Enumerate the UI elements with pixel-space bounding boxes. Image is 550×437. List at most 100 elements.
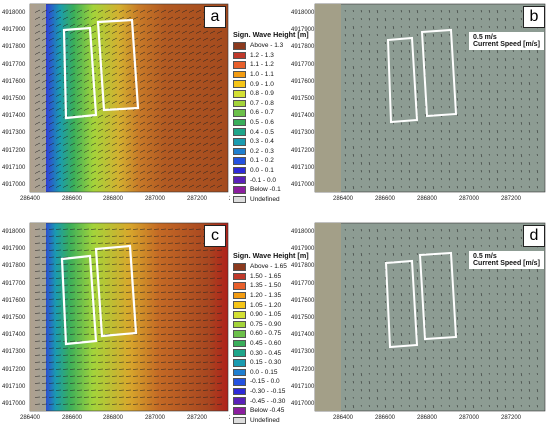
legend-label: Above - 1.3 — [250, 42, 284, 50]
wave-arrow — [55, 114, 62, 118]
wave-arrow — [90, 121, 97, 125]
current-arrow — [512, 89, 514, 92]
wave-arrow — [174, 170, 181, 174]
current-arrow — [528, 57, 530, 61]
current-arrow — [360, 292, 363, 297]
current-arrow — [416, 356, 419, 360]
current-arrow — [376, 137, 379, 141]
current-arrow — [352, 404, 355, 409]
wave-arrow — [69, 9, 76, 13]
wave-arrow — [34, 93, 41, 97]
legend-entry: 0.5 - 0.6 — [233, 118, 309, 128]
current-arrow — [400, 137, 402, 140]
current-arrow — [496, 97, 499, 101]
wave-arrow — [195, 51, 202, 55]
legend-swatch — [233, 330, 246, 338]
current-arrow — [384, 145, 387, 149]
wave-arrow — [118, 72, 125, 76]
wave-arrow — [41, 37, 48, 41]
current-arrow — [464, 244, 467, 248]
current-arrow — [360, 308, 362, 312]
wave-arrow — [167, 184, 174, 188]
legend-label: 1.0 - 1.1 — [250, 71, 274, 79]
current-arrow — [488, 396, 490, 400]
current-arrow — [496, 268, 499, 273]
wave-arrow — [202, 163, 209, 167]
current-arrow — [376, 177, 379, 181]
wave-arrow — [160, 93, 167, 97]
current-arrow — [432, 228, 434, 231]
wave-arrow — [174, 135, 181, 139]
current-arrow — [464, 236, 467, 241]
current-arrow — [464, 121, 466, 124]
wave-arrow — [153, 128, 160, 132]
current-arrow — [456, 388, 459, 393]
wave-arrow — [76, 170, 83, 174]
wave-arrow — [181, 170, 188, 174]
wave-arrow — [216, 58, 223, 62]
current-arrow — [400, 49, 402, 53]
y-tick-label: 4917900 — [2, 246, 26, 253]
current-arrow — [344, 372, 346, 376]
wave-arrow — [104, 93, 111, 97]
current-arrow — [448, 161, 451, 166]
current-arrow — [400, 308, 402, 312]
wave-arrow — [139, 163, 146, 167]
wave-arrow — [167, 149, 174, 153]
current-arrow — [464, 292, 466, 296]
current-arrow — [408, 396, 410, 400]
wave-arrow — [195, 93, 202, 97]
current-arrow — [368, 185, 370, 188]
wave-arrow — [160, 107, 167, 111]
wave-arrow — [202, 65, 209, 69]
current-arrow — [456, 316, 459, 320]
current-arrow — [360, 260, 363, 264]
current-arrow — [392, 364, 395, 369]
wave-arrow — [153, 163, 160, 167]
current-arrow — [432, 65, 435, 70]
current-arrow — [352, 73, 355, 77]
current-arrow — [400, 276, 402, 279]
wave-arrow — [195, 149, 202, 153]
wave-arrow — [97, 156, 104, 160]
current-arrow — [448, 65, 450, 68]
current-arrow — [368, 17, 370, 21]
wave-arrow — [160, 72, 167, 76]
legend-swatch — [233, 80, 246, 88]
current-arrow — [440, 340, 443, 344]
current-arrow — [360, 57, 362, 60]
current-arrow — [416, 17, 419, 21]
current-arrow — [384, 284, 387, 288]
wave-arrow — [216, 184, 223, 188]
wave-arrow — [76, 30, 83, 34]
wave-arrow — [55, 79, 62, 83]
wave-arrow — [34, 100, 41, 104]
panel-letter: c — [204, 225, 226, 247]
current-arrow — [504, 137, 507, 142]
current-arrow — [400, 356, 402, 359]
current-arrow — [488, 137, 490, 141]
wave-arrow — [209, 65, 216, 69]
wave-arrow — [41, 177, 48, 181]
current-arrow — [344, 284, 347, 288]
current-arrow — [448, 9, 451, 13]
current-arrow — [480, 380, 483, 384]
current-arrow — [440, 396, 442, 399]
wave-arrow — [97, 128, 104, 132]
wave-arrow — [125, 121, 132, 125]
current-arrow — [464, 252, 466, 256]
current-arrow — [408, 268, 411, 272]
current-arrow — [496, 364, 498, 368]
wave-arrow — [167, 58, 174, 62]
wave-arrow — [48, 16, 55, 20]
current-arrow — [368, 161, 371, 166]
current-arrow — [456, 17, 459, 21]
current-arrow — [496, 169, 499, 174]
y-tick-label: 4917700 — [2, 61, 26, 68]
wave-arrow — [104, 16, 111, 20]
x-tick-label: 286400 — [333, 415, 354, 421]
current-arrow — [440, 17, 442, 20]
current-arrow — [408, 49, 411, 53]
current-arrow — [464, 153, 466, 157]
current-arrow — [440, 137, 442, 140]
